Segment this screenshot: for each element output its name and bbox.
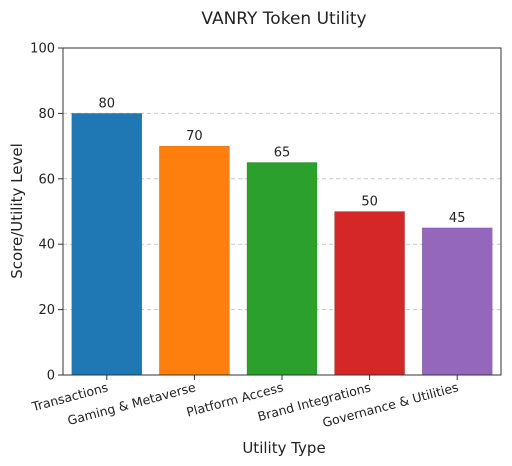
- bar-value-label: 45: [449, 211, 466, 226]
- y-tick-label: 40: [38, 238, 55, 253]
- bar: [159, 145, 230, 376]
- bar-value-label: 70: [186, 129, 203, 144]
- x-axis-label: Utility Type: [242, 439, 325, 457]
- y-axis-label: Score/Utility Level: [8, 143, 26, 279]
- bar: [71, 113, 143, 376]
- bars: 80 70 65 50 45: [71, 96, 493, 376]
- chart-title: VANRY Token Utility: [201, 9, 366, 29]
- bar: [246, 162, 318, 376]
- bar: [334, 211, 405, 376]
- bar-value-label: 80: [99, 96, 116, 111]
- bar-value-label: 65: [274, 145, 291, 160]
- y-tick-label: 60: [38, 172, 55, 187]
- y-tick-label: 0: [47, 369, 55, 384]
- y-tick-label: 20: [38, 303, 55, 318]
- y-axis-ticks: 0 20 40 60 80 100: [30, 42, 63, 384]
- y-tick-label: 100: [30, 42, 55, 57]
- bar: [421, 227, 493, 376]
- bar-value-label: 50: [361, 195, 378, 210]
- y-tick-label: 80: [38, 107, 55, 122]
